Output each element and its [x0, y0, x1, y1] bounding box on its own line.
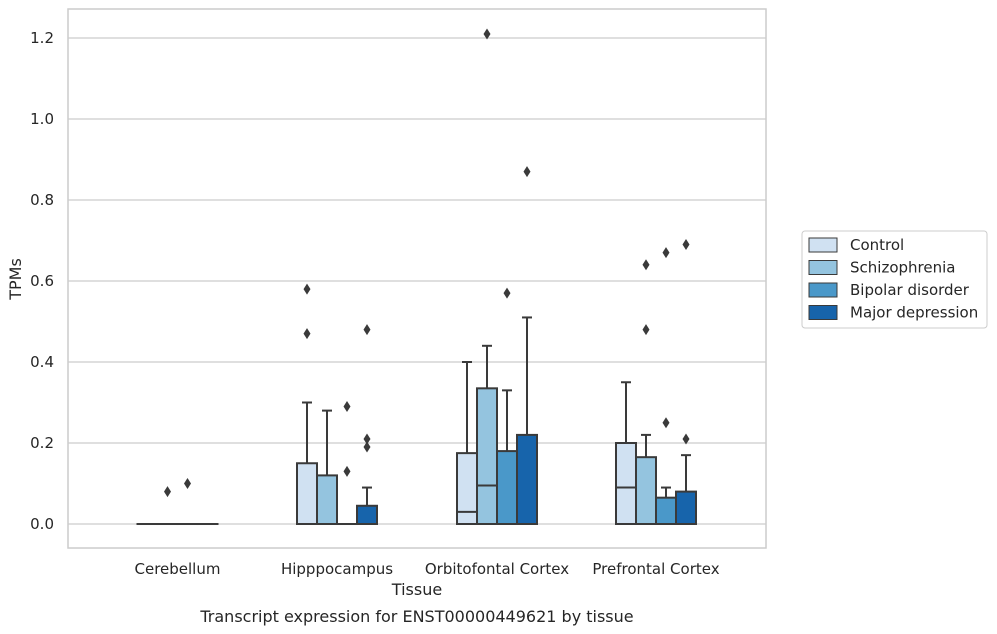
y-axis-label: TPMs	[6, 258, 25, 301]
legend-swatch-3	[808, 305, 838, 320]
outlier-point-1	[303, 283, 311, 295]
outlier-point-0	[164, 486, 171, 498]
x-tick-label-3: Prefrontal Cortex	[592, 560, 719, 578]
box-1-1	[316, 409, 338, 525]
legend-label-2: Bipolar disorder	[850, 281, 970, 299]
outlier-point-1	[642, 259, 650, 271]
x-tick-label-0: Cerebellum	[135, 560, 221, 578]
box-body	[675, 490, 697, 526]
box-body	[316, 474, 338, 525]
outlier-point-0	[523, 166, 531, 178]
box-body	[496, 450, 518, 526]
outlier-point-0	[642, 324, 650, 336]
chart-caption: Transcript expression for ENST0000044962…	[199, 607, 633, 626]
outlier-point-0	[343, 465, 351, 477]
legend-swatch-0	[808, 237, 838, 253]
x-tick-label-2: Orbitofontal Cortex	[425, 560, 569, 578]
box-0-2	[456, 361, 478, 525]
y-tick-label-4: 0.8	[30, 191, 54, 209]
outlier-point-1	[682, 239, 690, 251]
y-tick-label-2: 0.4	[30, 353, 54, 371]
box-body	[296, 462, 318, 525]
box-body	[476, 387, 498, 526]
y-tick-label-6: 1.2	[30, 29, 54, 47]
box-2-2	[496, 287, 518, 526]
legend: Control Schizophrenia Bipolar disorder Majo…	[801, 230, 988, 329]
y-tick-label-1: 0.2	[30, 434, 54, 452]
outlier-point-1	[662, 247, 670, 259]
box-3-3	[675, 239, 697, 526]
legend-label-1: Schizophrenia	[850, 259, 955, 277]
box-body	[655, 496, 677, 525]
box-body	[615, 442, 637, 525]
legend-frame	[801, 230, 988, 329]
outlier-point-1	[343, 401, 351, 413]
box-3-2	[516, 166, 538, 525]
box-body	[456, 452, 478, 525]
box-body	[516, 433, 538, 525]
grid-lines	[68, 37, 766, 525]
outlier-point-0	[483, 28, 491, 40]
plot-frame	[67, 8, 767, 549]
x-axis-ticks: Cerebellum Hipppocampus Orbitofontal Corte…	[135, 560, 720, 578]
legend-swatch-1	[808, 260, 838, 275]
outlier-point-0	[303, 328, 311, 340]
y-tick-label-5: 1.0	[30, 110, 54, 128]
box-0-1	[296, 283, 318, 525]
legend-label-0: Control	[850, 236, 904, 254]
box-2-3	[655, 247, 677, 525]
box-1-3	[635, 259, 657, 525]
box-2-0	[176, 478, 199, 526]
box-3-1	[356, 324, 378, 525]
boxes	[136, 28, 697, 526]
box-body	[356, 504, 378, 525]
outlier-point-2	[363, 324, 371, 336]
y-tick-label-3: 0.6	[30, 272, 54, 290]
outlier-point-1	[363, 433, 371, 445]
y-tick-label-0: 0.0	[30, 515, 54, 533]
x-axis-label: Tissue	[391, 580, 442, 599]
y-axis-ticks: 0.0 0.2 0.4 0.6 0.8 1.0 1.2	[30, 29, 54, 533]
outlier-point-0	[503, 287, 511, 299]
box-1-2	[476, 28, 498, 526]
legend-swatch-2	[808, 282, 838, 298]
outlier-point-0	[662, 417, 670, 429]
outlier-point-0	[184, 478, 191, 489]
box-2-1	[336, 401, 358, 526]
box-body	[635, 456, 657, 525]
legend-label-3: Major depression	[850, 304, 978, 322]
box-1-0	[156, 486, 179, 526]
box-0-3	[615, 381, 637, 525]
outlier-point-0	[363, 441, 371, 453]
outlier-point-0	[682, 433, 690, 445]
x-tick-label-1: Hipppocampus	[281, 560, 393, 578]
